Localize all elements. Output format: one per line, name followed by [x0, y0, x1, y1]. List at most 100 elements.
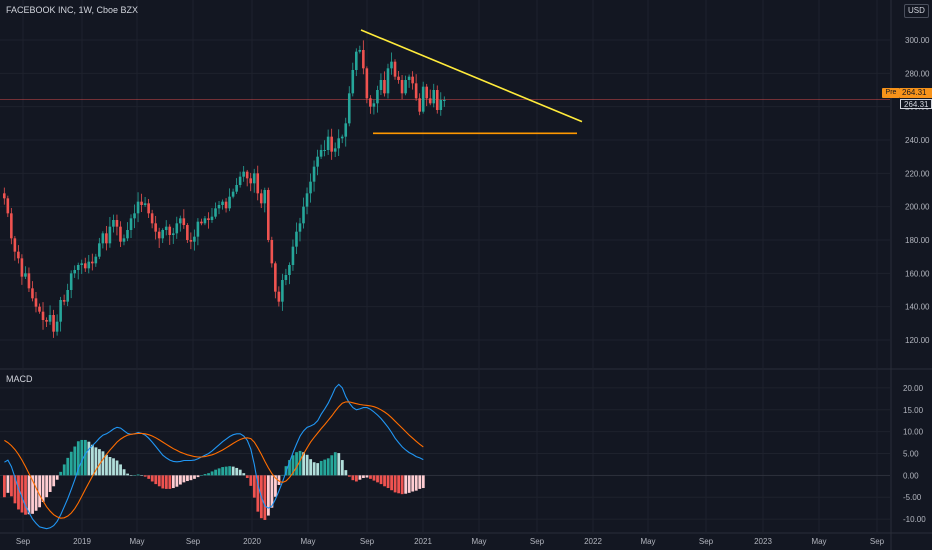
candle-body [274, 263, 277, 292]
candle-body [337, 138, 340, 149]
macd-histogram-bar [376, 475, 379, 483]
premarket-badge: Pre [882, 88, 900, 98]
candle-body [298, 223, 302, 232]
candle-body [267, 190, 270, 240]
macd-histogram-bar [6, 475, 10, 493]
macd-histogram-bar [69, 451, 73, 476]
price-tick-label: 300.00 [905, 36, 930, 45]
candle-body [133, 213, 136, 219]
candle-body [347, 93, 351, 124]
x-tick-label: Sep [16, 537, 31, 546]
currency-badge[interactable]: USD [904, 4, 929, 18]
macd-histogram-bar [302, 452, 305, 476]
candle-body [136, 201, 140, 214]
candle-body [73, 270, 76, 274]
candle-body [179, 218, 182, 224]
candle-body [91, 261, 94, 264]
candle-body [105, 233, 108, 244]
macd-histogram-bar [48, 475, 52, 492]
candle-body [435, 90, 439, 110]
macd-histogram-bar [207, 473, 210, 476]
candle-body [242, 171, 245, 177]
macd-histogram-bar [274, 475, 277, 497]
macd-histogram-bar [108, 456, 112, 476]
macd-histogram-bar [196, 475, 200, 478]
macd-indicator [0, 383, 890, 530]
macd-histogram-bar [252, 475, 256, 498]
candle-body [252, 173, 256, 184]
candle-body [372, 103, 376, 107]
candle-body [122, 238, 126, 242]
macd-histogram-bar [168, 475, 172, 489]
candle-body [365, 68, 369, 99]
macd-tick-label: 10.00 [903, 428, 924, 437]
price-tick-label: 120.00 [905, 336, 930, 345]
candle-body [13, 238, 17, 252]
candle-body [41, 311, 45, 320]
candle-body [309, 181, 312, 194]
macd-histogram-bar [76, 441, 80, 476]
macd-histogram-bar [238, 469, 242, 476]
macd-histogram-bar [365, 475, 369, 478]
candle-body [69, 273, 73, 290]
candle-body [369, 98, 372, 107]
price-tick-label: 140.00 [905, 303, 930, 312]
candle-body [168, 226, 172, 235]
candle-body [66, 290, 69, 302]
symbol-title[interactable]: FACEBOOK INC, 1W, Cboe BZX [6, 5, 139, 15]
candle-body [143, 203, 147, 205]
candle-body [302, 206, 305, 224]
macd-histogram-bar [3, 475, 6, 498]
candle-body [383, 80, 386, 94]
macd-histogram-bar [323, 459, 327, 476]
candle-body [175, 223, 179, 234]
candle-body [295, 231, 298, 247]
x-tick-label: May [640, 537, 655, 546]
candle-body [411, 76, 414, 84]
macd-histogram-bar [333, 452, 337, 476]
candle-body [119, 226, 122, 242]
candle-body [157, 231, 161, 239]
candle-body [55, 321, 59, 332]
candle-body [221, 201, 224, 205]
macd-histogram-bar [171, 475, 175, 489]
macd-histogram-bar [291, 455, 295, 476]
macd-histogram-bar [242, 473, 246, 476]
macd-histogram-bar [397, 475, 401, 494]
candle-body [20, 258, 24, 277]
macd-histogram-bar [186, 475, 189, 482]
macd-histogram-bar [136, 474, 140, 476]
candle-body [284, 275, 288, 280]
macd-title[interactable]: MACD [6, 374, 33, 384]
x-tick-label: May [471, 537, 486, 546]
candle-body [101, 233, 105, 244]
x-tick-label: Sep [530, 537, 545, 546]
candle-body [27, 273, 31, 289]
macd-histogram-bar [52, 475, 56, 487]
candle-body [52, 315, 55, 332]
candle-body [281, 280, 284, 302]
candle-body [34, 298, 38, 307]
candle-body [400, 80, 404, 94]
candle-body [319, 150, 323, 157]
candle-body [256, 173, 260, 194]
candle-body [390, 61, 393, 69]
macd-histogram-bar [393, 475, 397, 493]
x-tick-label: 2020 [243, 537, 261, 546]
macd-tick-label: 20.00 [903, 384, 924, 393]
x-tick-label: May [811, 537, 826, 546]
macd-histogram-bar [41, 475, 45, 503]
candle-body [231, 191, 235, 197]
candle-body [379, 80, 383, 90]
candle-body [407, 76, 411, 80]
candle-body [316, 156, 319, 167]
macd-histogram-bar [267, 475, 270, 516]
current-price-tag: 264.31 [900, 99, 932, 109]
macd-histogram-bar [270, 475, 274, 508]
candle-body [259, 193, 263, 204]
macd-histogram-bar [418, 475, 422, 489]
macd-histogram-bar [400, 475, 404, 495]
candle-body [171, 233, 175, 235]
trendline-drawings[interactable] [360, 29, 583, 135]
